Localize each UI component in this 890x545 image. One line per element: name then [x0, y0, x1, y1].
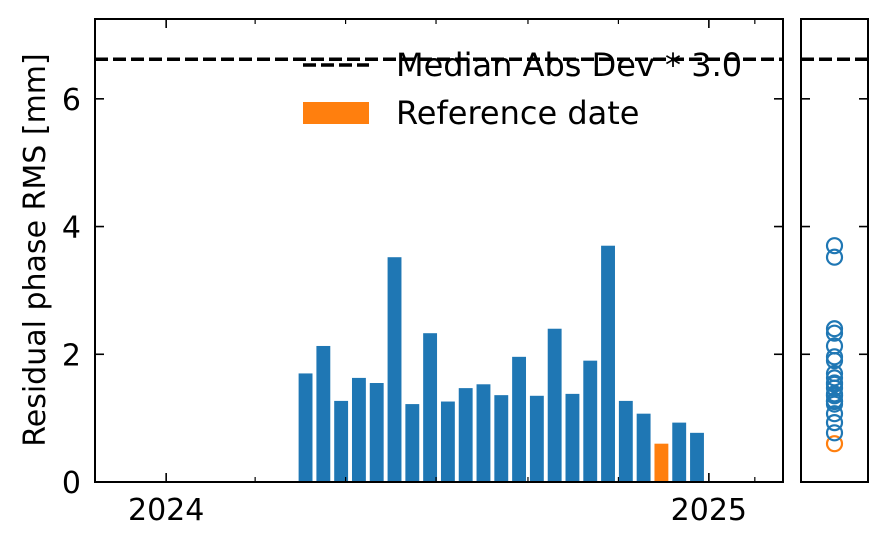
bar: [565, 393, 580, 482]
side-point: [825, 320, 844, 338]
bar: [458, 388, 473, 482]
side-reference-point: [825, 435, 844, 453]
y-axis-label: Residual phase RMS [mm]: [18, 53, 53, 446]
side-point: [825, 248, 844, 266]
legend-label: Reference date: [396, 94, 639, 132]
reference-bar: [654, 443, 669, 482]
bar: [369, 383, 384, 482]
bar: [512, 356, 527, 482]
bar: [529, 395, 544, 482]
side-point: [825, 405, 844, 423]
bar: [618, 400, 633, 482]
side-point: [825, 375, 844, 393]
bar: [387, 257, 402, 482]
bar: [494, 395, 509, 482]
legend-label: Median Abs Dev * 3.0: [396, 46, 742, 84]
bar: [547, 328, 562, 482]
y-tick-label: 0: [62, 466, 81, 501]
bar: [476, 384, 491, 482]
bar: [440, 401, 455, 482]
bar: [601, 245, 615, 482]
plot-frame: [94, 18, 784, 483]
bar: [583, 360, 598, 482]
bar: [636, 413, 651, 482]
bar: [316, 345, 331, 482]
side-point: [825, 392, 844, 410]
y-tick-label: 6: [62, 83, 81, 118]
main-plot-area: Median Abs Dev * 3.0 Reference date 0 2 4 6 20…: [62, 18, 784, 528]
bar: [690, 432, 704, 482]
side-point: [825, 414, 844, 432]
side-point: [825, 237, 844, 255]
bar: [334, 400, 349, 482]
x-tick-label: 2024: [128, 493, 204, 528]
side-point: [825, 385, 844, 403]
bar: [672, 422, 687, 482]
legend: Median Abs Dev * 3.0 Reference date: [303, 46, 742, 132]
legend-patch-icon: [303, 102, 369, 124]
side-scatter-panel: [800, 18, 869, 483]
side-point: [825, 352, 844, 370]
bar: [405, 404, 420, 482]
bar: [298, 373, 313, 482]
x-tick-label: 2025: [671, 493, 747, 528]
y-tick-label: 2: [62, 338, 81, 373]
bar: [351, 377, 366, 482]
bar: [423, 333, 438, 482]
side-point: [825, 324, 844, 342]
side-frame: [800, 18, 869, 483]
y-tick-label: 4: [62, 211, 81, 246]
side-point: [825, 424, 844, 442]
